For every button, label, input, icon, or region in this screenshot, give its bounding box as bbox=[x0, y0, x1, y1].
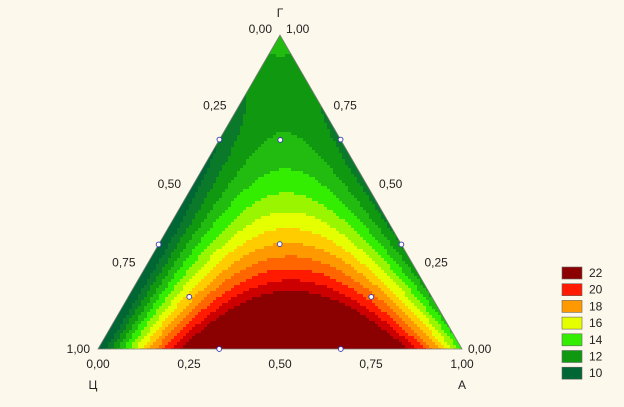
legend-label-18: 18 bbox=[589, 299, 603, 313]
vertex-label-top: Г bbox=[277, 6, 284, 20]
tick-left-3: 0,75 bbox=[112, 256, 136, 270]
tick-labels: 0,00 0,25 0,25 0,25 0,50 0,50 0,50 0,75 0,75 0,75… bbox=[67, 22, 492, 371]
legend-swatch-18 bbox=[561, 300, 583, 313]
legend-label-12: 12 bbox=[589, 350, 603, 364]
tick-right-3: 0,75 bbox=[334, 99, 358, 113]
design-point-3 bbox=[216, 136, 223, 143]
tick-right-1: 0,25 bbox=[425, 256, 449, 270]
legend-label-20: 20 bbox=[589, 283, 603, 297]
design-point-4 bbox=[337, 136, 344, 143]
legend-swatch-20 bbox=[561, 283, 583, 297]
design-point-5 bbox=[398, 241, 405, 248]
legend-label-10: 10 bbox=[589, 366, 603, 380]
legend-swatch-12 bbox=[561, 350, 583, 363]
tick-bottom-3: 0,75 bbox=[359, 357, 383, 371]
vertex-label-bottom-left: Ц bbox=[89, 378, 98, 392]
triangle-outline bbox=[97, 34, 463, 350]
legend-swatch-14 bbox=[561, 333, 583, 347]
legend: 22 20 18 16 14 12 10 bbox=[561, 266, 603, 380]
design-point-9 bbox=[368, 294, 375, 300]
tick-left-2: 0,50 bbox=[158, 177, 182, 191]
legend-label-14: 14 bbox=[589, 333, 603, 347]
tick-bottom-0: 0,00 bbox=[86, 357, 110, 371]
vertex-label-bottom-right: А bbox=[458, 378, 466, 392]
tick-bottom-4: 1,00 bbox=[450, 357, 474, 371]
tick-left-end: 1,00 bbox=[67, 342, 91, 356]
tick-bottom-1: 0,25 bbox=[177, 357, 201, 371]
tick-top-right: 1,00 bbox=[286, 22, 310, 36]
design-point-8 bbox=[277, 137, 284, 143]
tick-right-2: 0,50 bbox=[379, 177, 403, 191]
legend-swatch-22 bbox=[561, 266, 583, 280]
design-point-0 bbox=[337, 346, 344, 352]
tick-left-1: 0,25 bbox=[203, 99, 227, 113]
tick-top-left: 0,00 bbox=[249, 22, 273, 36]
legend-label-16: 16 bbox=[589, 316, 603, 330]
tick-bottom-2: 0,50 bbox=[268, 357, 292, 371]
design-point-1 bbox=[216, 346, 223, 352]
legend-label-22: 22 bbox=[589, 266, 603, 280]
tick-right-end: 0,00 bbox=[468, 342, 492, 356]
contour-surface bbox=[98, 35, 462, 349]
design-points bbox=[155, 136, 405, 352]
design-point-2 bbox=[155, 241, 162, 248]
legend-swatch-16 bbox=[561, 316, 583, 330]
design-point-7 bbox=[186, 294, 193, 300]
legend-swatch-10 bbox=[561, 366, 583, 380]
design-point-6 bbox=[276, 241, 283, 247]
